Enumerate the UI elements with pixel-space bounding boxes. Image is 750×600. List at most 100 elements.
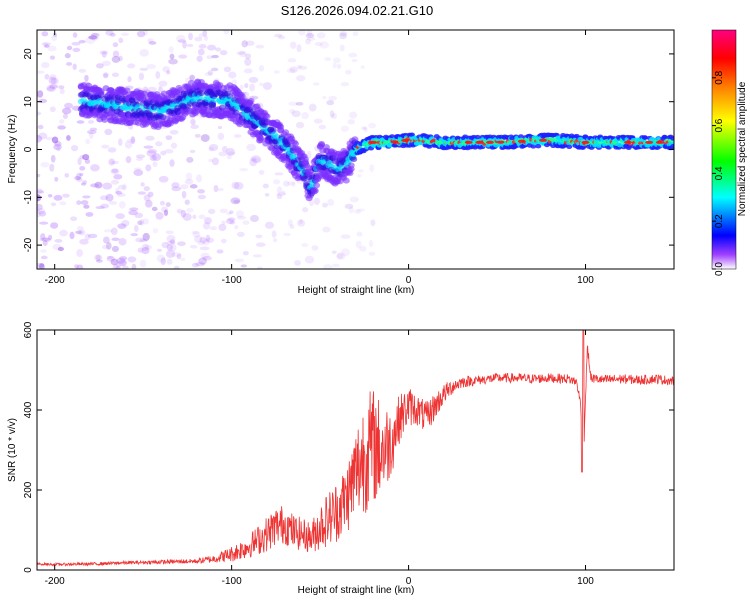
heatmap-cell bbox=[408, 132, 415, 137]
heatmap-cell bbox=[64, 102, 73, 109]
heatmap-cell bbox=[169, 53, 175, 60]
heatmap-cell bbox=[194, 133, 201, 138]
heatmap-peak bbox=[369, 140, 378, 144]
heatmap-cell bbox=[145, 199, 153, 208]
heatmap-cell bbox=[125, 156, 132, 164]
heatmap-cell bbox=[158, 175, 169, 183]
heatmap-cell bbox=[38, 132, 48, 140]
heatmap-cell bbox=[78, 229, 86, 236]
heatmap-cell bbox=[184, 178, 194, 185]
heatmap-cell bbox=[79, 166, 86, 171]
heatmap-cell bbox=[273, 179, 281, 185]
heatmap-cell bbox=[84, 233, 91, 240]
heatmap-cell bbox=[166, 240, 176, 246]
heatmap-cell bbox=[145, 164, 152, 172]
heatmap-cell bbox=[207, 70, 214, 76]
heatmap-cell bbox=[195, 262, 206, 267]
heatmap-cell bbox=[196, 174, 202, 183]
heatmap-cell bbox=[328, 95, 338, 101]
heatmap-cell bbox=[332, 62, 337, 69]
heatmap-cell bbox=[115, 190, 123, 195]
heatmap-cell bbox=[94, 254, 103, 261]
heatmap-cell bbox=[241, 40, 248, 48]
heatmap-cell bbox=[236, 51, 246, 55]
heatmap-cell bbox=[142, 218, 149, 225]
heatmap-cell bbox=[110, 227, 118, 236]
heatmap-cell bbox=[142, 30, 148, 36]
heatmap-cell bbox=[340, 234, 351, 239]
heatmap-cell bbox=[101, 144, 110, 149]
heatmap-cell bbox=[236, 215, 247, 220]
heatmap-cell bbox=[340, 81, 350, 87]
heatmap-cell bbox=[233, 182, 244, 190]
heatmap-cell bbox=[318, 124, 327, 130]
heatmap-cell bbox=[95, 254, 101, 262]
heatmap-cell bbox=[37, 188, 43, 194]
heatmap-cell bbox=[258, 65, 265, 72]
heatmap-cell bbox=[106, 242, 112, 250]
heatmap-cell bbox=[128, 210, 138, 216]
heatmap-cell bbox=[200, 252, 210, 259]
heatmap-cell bbox=[91, 32, 100, 37]
spectrogram-y-tick-label: -10 bbox=[23, 190, 34, 205]
heatmap-cell bbox=[89, 127, 98, 131]
heatmap-cell bbox=[144, 244, 152, 250]
heatmap-cell bbox=[133, 167, 142, 171]
heatmap-cell bbox=[46, 86, 56, 92]
heatmap-cell bbox=[356, 231, 363, 237]
colorbar-gradient bbox=[711, 29, 737, 270]
heatmap-cell bbox=[118, 138, 123, 146]
heatmap-cell bbox=[311, 245, 319, 251]
heatmap-cell bbox=[76, 177, 83, 182]
heatmap-cell bbox=[143, 145, 154, 149]
heatmap-cell bbox=[54, 238, 63, 243]
spectrogram-heatmap bbox=[37, 30, 674, 269]
heatmap-cell bbox=[206, 55, 214, 60]
heatmap-cell bbox=[296, 64, 303, 69]
heatmap-cell bbox=[50, 77, 59, 85]
heatmap-cell bbox=[313, 197, 320, 206]
heatmap-cell bbox=[225, 218, 235, 225]
heatmap-cell bbox=[169, 239, 176, 245]
heatmap-cell bbox=[127, 63, 136, 69]
heatmap-cell bbox=[49, 163, 55, 172]
heatmap-cell bbox=[318, 140, 326, 147]
heatmap-cell bbox=[221, 220, 226, 225]
heatmap-cell bbox=[74, 175, 81, 181]
heatmap-cell bbox=[39, 263, 45, 269]
colorbar-tick-label: 0.2 bbox=[714, 214, 725, 228]
heatmap-cell bbox=[87, 233, 98, 239]
heatmap-cell bbox=[127, 256, 137, 263]
heatmap-cell bbox=[239, 168, 249, 172]
heatmap-cell bbox=[37, 262, 45, 268]
heatmap-cell bbox=[123, 87, 131, 94]
heatmap-cell bbox=[94, 181, 103, 189]
heatmap-cell bbox=[107, 147, 117, 153]
heatmap-cell bbox=[147, 86, 157, 92]
heatmap-cell bbox=[244, 53, 252, 60]
heatmap-cell bbox=[62, 113, 68, 120]
snr-x-tick-label: -200 bbox=[45, 576, 65, 587]
heatmap-cell bbox=[100, 203, 110, 209]
heatmap-cell bbox=[233, 134, 242, 138]
heatmap-cell bbox=[209, 226, 218, 231]
heatmap-cell bbox=[358, 169, 364, 173]
heatmap-cell bbox=[192, 231, 201, 238]
heatmap-cell bbox=[90, 164, 100, 172]
heatmap-cell bbox=[111, 245, 119, 253]
heatmap-cell bbox=[99, 195, 109, 201]
heatmap-cell bbox=[197, 90, 205, 97]
heatmap-cell bbox=[314, 42, 323, 46]
heatmap-cell bbox=[166, 243, 173, 251]
heatmap-cell bbox=[118, 200, 126, 209]
heatmap-peak bbox=[581, 140, 590, 144]
heatmap-cell bbox=[103, 73, 109, 79]
heatmap-cell bbox=[160, 150, 167, 156]
heatmap-cell bbox=[82, 195, 91, 199]
heatmap-cell bbox=[194, 235, 203, 243]
heatmap-cell bbox=[152, 153, 162, 161]
heatmap-cell bbox=[37, 90, 44, 98]
heatmap-cell bbox=[249, 158, 257, 167]
heatmap-cell bbox=[57, 125, 66, 130]
heatmap-cell bbox=[76, 249, 83, 257]
